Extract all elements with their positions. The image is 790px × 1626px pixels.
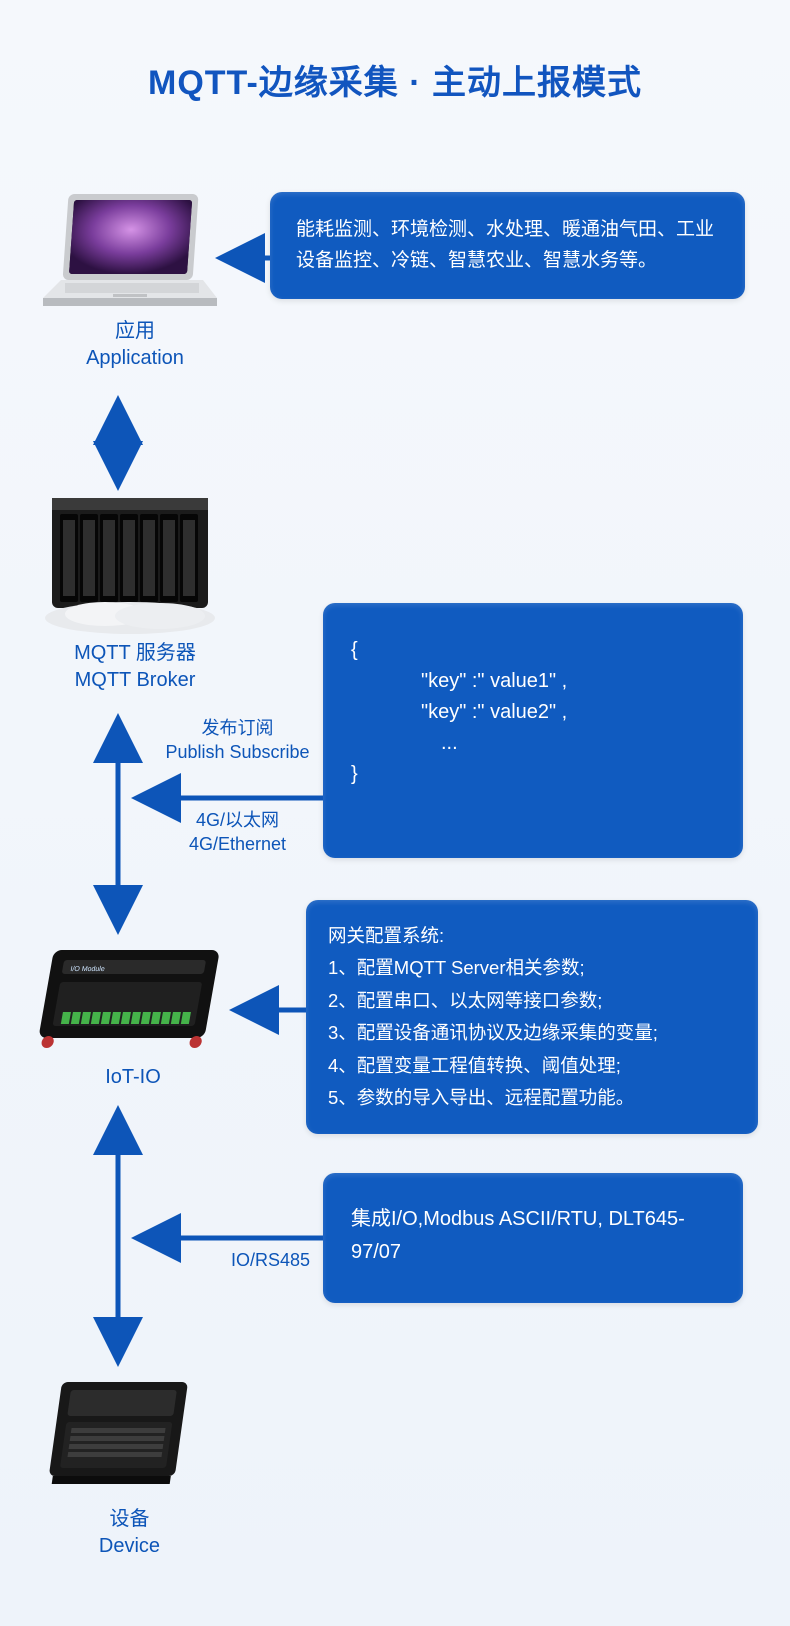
broker-label-cn: MQTT 服务器 bbox=[30, 640, 240, 667]
application-label-cn: 应用 bbox=[35, 318, 235, 345]
label-pubsub-en: Publish Subscribe bbox=[150, 740, 325, 764]
iotio-icon: I/O Module bbox=[28, 938, 233, 1058]
arrow-app-broker bbox=[108, 388, 128, 498]
application-label-en: Application bbox=[35, 345, 235, 372]
protocols-text: 集成I/O,Modbus ASCII/RTU, DLT645-97/07 bbox=[351, 1208, 685, 1263]
gateway-item-2: 2、配置串口、以太网等接口参数; bbox=[328, 985, 736, 1017]
label-network-cn: 4G/以太网 bbox=[150, 808, 325, 832]
gateway-item-5: 5、参数的导入导出、远程配置功能。 bbox=[328, 1082, 736, 1114]
json-line1: { bbox=[351, 635, 715, 666]
json-line3: "key" :" value2" , bbox=[351, 697, 715, 728]
laptop-icon bbox=[35, 188, 225, 318]
svg-text:I/O Module: I/O Module bbox=[70, 966, 106, 973]
arrow-json-to-path bbox=[124, 788, 334, 808]
page-title: MQTT-边缘采集 · 主动上报模式 bbox=[0, 55, 790, 104]
gateway-item-3: 3、配置设备通讯协议及边缘采集的变量; bbox=[328, 1017, 736, 1049]
box-protocols: 集成I/O,Modbus ASCII/RTU, DLT645-97/07 bbox=[323, 1173, 743, 1303]
label-pubsub: 发布订阅 Publish Subscribe bbox=[150, 716, 325, 765]
node-broker: MQTT 服务器 MQTT Broker bbox=[30, 490, 240, 694]
device-label-cn: 设备 bbox=[42, 1506, 217, 1533]
json-line4: ... bbox=[351, 728, 715, 759]
arrow-protocols-to-path bbox=[124, 1228, 334, 1248]
box-gateway-config: 网关配置系统: 1、配置MQTT Server相关参数; 2、配置串口、以太网等… bbox=[306, 900, 758, 1134]
label-pubsub-cn: 发布订阅 bbox=[150, 716, 325, 740]
node-device: 设备 Device bbox=[42, 1368, 217, 1560]
applications-text: 能耗监测、环境检测、水处理、暖通油气田、工业设备监控、冷链、智慧农业、智慧水务等… bbox=[296, 219, 714, 271]
json-line5: } bbox=[351, 759, 715, 790]
gateway-heading: 网关配置系统: bbox=[328, 920, 736, 952]
arrow-gateway-to-iotio bbox=[222, 1000, 316, 1020]
server-icon bbox=[30, 490, 230, 640]
label-network-en: 4G/Ethernet bbox=[150, 832, 325, 856]
arrow-broker-iotio bbox=[108, 706, 128, 942]
gateway-item-4: 4、配置变量工程值转换、阈值处理; bbox=[328, 1050, 736, 1082]
json-line2: "key" :" value1" , bbox=[351, 666, 715, 697]
box-applications: 能耗监测、环境检测、水处理、暖通油气田、工业设备监控、冷链、智慧农业、智慧水务等… bbox=[270, 192, 745, 299]
box-json-payload: { "key" :" value1" , "key" :" value2" , … bbox=[323, 603, 743, 858]
device-icon bbox=[42, 1368, 202, 1498]
device-label-en: Device bbox=[42, 1533, 217, 1560]
label-network: 4G/以太网 4G/Ethernet bbox=[150, 808, 325, 857]
label-io-rs485: IO/RS485 bbox=[190, 1248, 310, 1272]
iotio-label: IoT-IO bbox=[28, 1064, 238, 1091]
arrow-app-from-box bbox=[210, 248, 280, 268]
node-application: 应用 Application bbox=[35, 188, 235, 372]
broker-label-en: MQTT Broker bbox=[30, 667, 240, 694]
gateway-item-1: 1、配置MQTT Server相关参数; bbox=[328, 952, 736, 984]
node-iotio: I/O Module IoT-IO bbox=[28, 938, 238, 1091]
